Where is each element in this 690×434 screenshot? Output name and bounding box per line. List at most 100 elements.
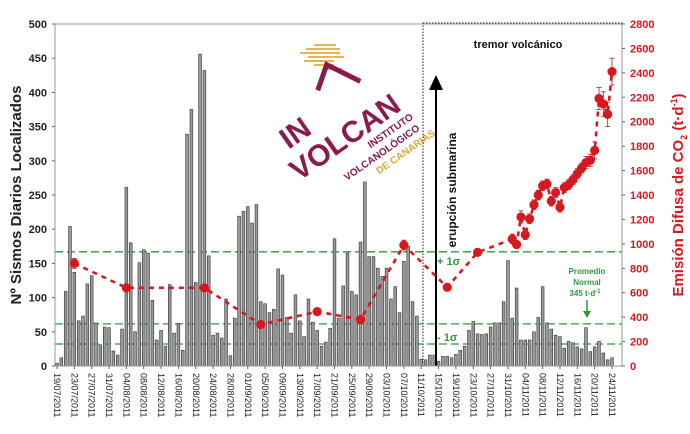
earthquake-bar (328, 328, 332, 367)
earthquake-bar (406, 246, 410, 367)
earthquake-bar (384, 267, 389, 367)
co2-point (256, 319, 266, 330)
left-tick-label: 150 (29, 258, 47, 270)
left-tick-label: 450 (29, 53, 47, 65)
earthquake-bar (285, 317, 289, 367)
co2-point (69, 258, 79, 268)
x-tick-label: 27/10/2011 (486, 373, 496, 417)
earthquake-bar (228, 355, 233, 367)
x-tick-label: 08/11/2011 (538, 373, 548, 417)
earthquake-bar (397, 312, 402, 367)
mean-label-superscript: -1 (595, 289, 601, 295)
earthquake-bar (159, 330, 163, 367)
co2-point (551, 187, 561, 198)
co2-point (555, 202, 565, 212)
earthquake-bar (549, 328, 553, 367)
earthquake-bar (553, 334, 558, 367)
earthquake-bar (454, 354, 458, 367)
earthquake-bar (293, 294, 298, 367)
logo-stripe (314, 44, 336, 46)
earthquake-bar (501, 301, 506, 367)
right-tick-label: 1600 (630, 166, 654, 178)
earthquake-bar (150, 300, 155, 367)
earthquake-bar (72, 271, 77, 367)
right-tick-label: 600 (630, 288, 648, 300)
co2-point (598, 99, 608, 109)
right-tick-label: 1800 (630, 141, 654, 153)
earthquake-bar (601, 352, 606, 367)
left-tick-label: 400 (29, 87, 47, 99)
earthquake-bar (189, 109, 194, 367)
co2-point (542, 179, 552, 189)
earthquake-bar (250, 222, 254, 367)
earthquake-bar (458, 349, 462, 367)
earthquake-bar (259, 301, 263, 367)
earthquake-bar (393, 286, 397, 367)
x-tick-label: 11/10/2011 (416, 373, 426, 417)
tremor-box: tremor volcánico erupción submarina (422, 22, 623, 367)
x-tick-label: 04/08/2011 (121, 373, 131, 417)
earthquake-bar (185, 133, 189, 367)
earthquake-bar (332, 238, 337, 367)
earthquake-bar (172, 332, 176, 367)
x-tick-label: 24/11/2011 (607, 373, 617, 417)
earthquake-bar (311, 321, 315, 367)
earthquake-bar (354, 294, 358, 367)
earthquake-bar (237, 215, 241, 367)
earthquake-bar (523, 339, 527, 367)
right-title-main: Emisión Difusa de CO (670, 140, 687, 297)
logo-stripe (300, 52, 340, 54)
x-tick-label: 28/08/2011 (225, 373, 235, 417)
left-tick-label: 0 (41, 361, 47, 373)
eruption-label: erupción submarina (445, 132, 459, 247)
mean-arrow-head (583, 311, 591, 318)
earthquake-bar (367, 256, 371, 367)
earthquake-bar (445, 356, 449, 367)
earthquake-bar (376, 267, 380, 367)
earthquake-bar (510, 317, 514, 367)
earthquake-bar (98, 344, 103, 367)
earthquake-bar (89, 275, 94, 367)
x-tick-label: 04/11/2011 (520, 373, 530, 417)
x-tick-label: 31/07/2011 (104, 373, 114, 417)
co2-point (607, 67, 617, 77)
earthquake-bar (462, 345, 467, 367)
earthquake-bar (194, 282, 198, 367)
mean-label-line2: Normal (573, 278, 601, 287)
axes: 0 50 100 150 200 250 300 350 400 450 500 0 200 400 600… (29, 19, 655, 417)
left-tick-label: 350 (29, 122, 47, 134)
earthquake-bar (527, 339, 532, 367)
earthquake-bar (363, 181, 367, 367)
right-tick-label: 800 (630, 263, 648, 275)
earthquake-bar (575, 346, 580, 367)
earthquake-bar (540, 286, 545, 367)
earthquake-bar (497, 322, 501, 367)
x-tick-label: 16/08/2011 (173, 373, 183, 417)
x-tick-label: 01/09/2011 (243, 373, 253, 417)
x-tick-label: 16/11/2011 (572, 373, 582, 417)
earthquake-bar (85, 283, 90, 367)
earthquake-bar (358, 241, 363, 367)
earthquake-bar (211, 334, 215, 367)
co2-point (121, 283, 131, 293)
co2-point (512, 239, 522, 250)
logo-roof-shape (315, 61, 362, 92)
left-tick-label: 250 (29, 190, 47, 202)
earthquake-bar (276, 268, 280, 367)
earthquake-bar (471, 321, 475, 367)
co2-point (546, 196, 556, 206)
x-tick-label: 19/07/2011 (52, 373, 62, 417)
earthquake-bar (181, 349, 185, 367)
co2-point (516, 212, 526, 222)
earthquake-bar (410, 301, 415, 367)
x-tick-label: 12/08/2011 (156, 373, 166, 417)
right-tick-label: 2400 (630, 68, 654, 80)
co2-point (472, 247, 483, 258)
right-tick-label: 400 (630, 312, 648, 324)
x-tick-label: 13/09/2011 (295, 373, 305, 417)
logo-stripe (304, 60, 334, 62)
earthquake-bar (584, 327, 588, 367)
right-tick-label: 0 (630, 361, 636, 373)
right-tick-label: 200 (630, 337, 648, 349)
